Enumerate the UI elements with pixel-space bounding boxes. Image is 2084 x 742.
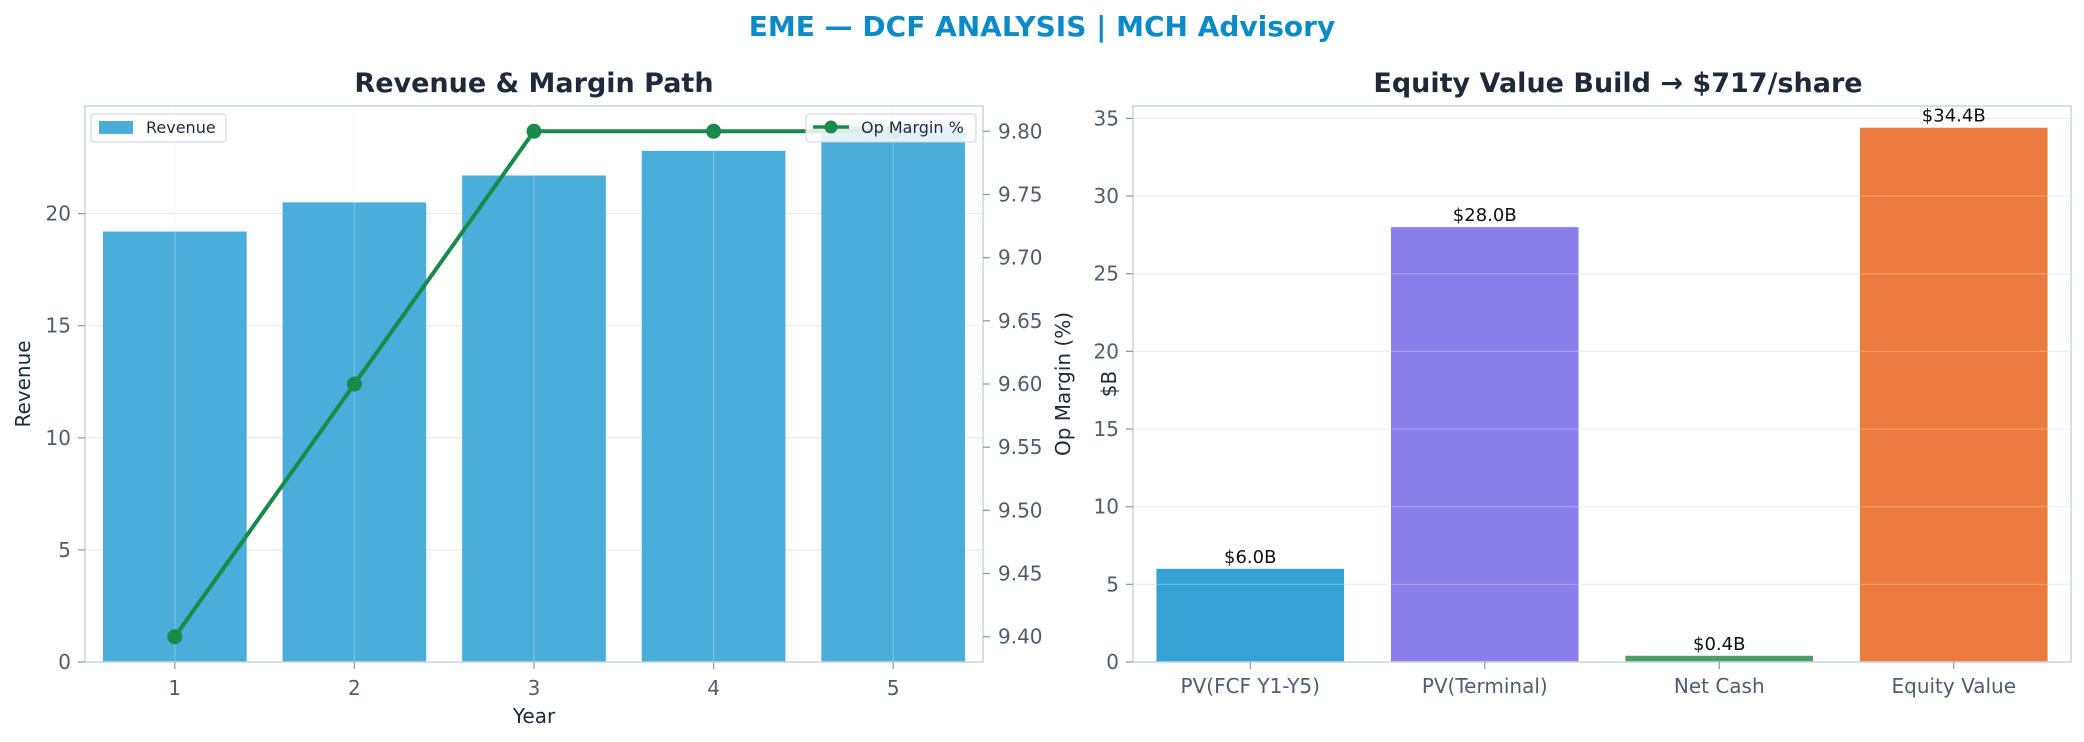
right-y-tick-label: 5 <box>1106 572 1119 596</box>
right-x-tick-label: PV(FCF Y1-Y5) <box>1181 674 1320 698</box>
left-y-tick-label: 10 <box>46 426 71 450</box>
right-y-ticks: 0 5 10 15 20 25 30 35 <box>1094 106 1133 674</box>
chart-left-title: Revenue & Margin Path <box>354 68 713 99</box>
left-y-ticks: 0 5 10 15 20 <box>46 202 85 674</box>
left-x-axis-label: Year <box>512 704 556 728</box>
left-y-axis-label: Revenue <box>11 340 35 427</box>
equity-bar <box>1859 127 2048 662</box>
left-x-tick-label: 1 <box>168 676 181 700</box>
right-y-axis-label: $B <box>1097 371 1121 397</box>
right-plot-frame <box>1132 105 2072 663</box>
left-x-tick-label: 4 <box>707 676 720 700</box>
op-margin-point <box>346 376 362 392</box>
equity-bar-value-label: $34.4B <box>1922 106 1986 127</box>
revenue-bars <box>102 106 966 662</box>
right-x-tick-label: PV(Terminal) <box>1422 674 1548 698</box>
left-y-tick-label: 20 <box>46 202 71 226</box>
revenue-bar <box>282 202 427 662</box>
legend-revenue: Revenue <box>90 113 227 143</box>
left-y-tick-label: 0 <box>58 650 71 674</box>
legend-op-margin-box <box>805 113 977 143</box>
equity-bar <box>1156 568 1345 662</box>
equity-bar-value-label: $6.0B <box>1224 547 1276 568</box>
equity-bar <box>1390 227 1579 663</box>
op-margin-point <box>167 629 183 645</box>
equity-value-chart: Equity Value Build → $717/share $6.0B $28… <box>1094 68 2072 698</box>
legend-op-margin-marker <box>824 120 838 134</box>
equity-data-labels: $6.0B $28.0B $0.4B $34.4B <box>1224 106 1986 655</box>
revenue-bar <box>821 126 966 662</box>
left-x-tick-label: 3 <box>528 676 541 700</box>
equity-bar <box>1625 655 1814 662</box>
left-y2-tick-label: 9.65 <box>998 309 1043 333</box>
right-y-tick-label: 10 <box>1094 495 1119 519</box>
revenue-margin-chart: Revenue & Margin Path 1 2 3 4 5 0 5 10 15 20 9.4… <box>11 68 1075 728</box>
left-x-tick-label: 5 <box>887 676 900 700</box>
left-y2-tick-label: 9.50 <box>998 498 1043 522</box>
legend-revenue-label: Revenue <box>146 118 216 137</box>
revenue-bar <box>641 150 786 662</box>
equity-bars <box>1133 117 2071 663</box>
left-y-tick-label: 15 <box>46 314 71 338</box>
right-y-tick-label: 20 <box>1094 339 1119 363</box>
right-y-tick-label: 0 <box>1106 650 1119 674</box>
revenue-bar <box>462 175 606 662</box>
left-y2-tick-label: 9.40 <box>998 625 1043 649</box>
right-x-tick-label: Net Cash <box>1674 674 1765 698</box>
left-y2-tick-label: 9.80 <box>998 119 1043 143</box>
op-margin-point <box>706 123 722 139</box>
left-y2-ticks: 9.40 9.45 9.50 9.55 9.60 9.65 9.70 9.75 9.80 <box>983 119 1043 649</box>
right-y-tick-label: 35 <box>1094 106 1119 130</box>
chart-right-title: Equity Value Build → $717/share <box>1373 68 1862 99</box>
left-y2-axis-label: Op Margin (%) <box>1051 312 1075 456</box>
left-x-ticks: 1 2 3 4 5 <box>168 662 900 700</box>
left-y2-tick-label: 9.70 <box>998 246 1043 270</box>
right-x-tick-label: Equity Value <box>1891 674 2016 698</box>
right-y-tick-label: 30 <box>1094 184 1119 208</box>
right-x-ticks: PV(FCF Y1-Y5) PV(Terminal) Net Cash Equity … <box>1181 662 2016 698</box>
left-y2-tick-label: 9.75 <box>998 182 1043 206</box>
right-y-tick-label: 15 <box>1094 417 1119 441</box>
equity-bar-value-label: $28.0B <box>1453 205 1517 226</box>
revenue-bar <box>102 231 247 662</box>
figure-suptitle: EME — DCF ANALYSIS | MCH Advisory <box>749 10 1335 43</box>
left-y2-tick-label: 9.60 <box>998 372 1043 396</box>
left-y2-tick-label: 9.45 <box>998 562 1043 586</box>
legend-op-margin: Op Margin % <box>805 113 977 143</box>
right-y-tick-label: 25 <box>1094 262 1119 286</box>
op-margin-point <box>526 123 542 139</box>
left-y-tick-label: 5 <box>58 538 71 562</box>
legend-op-margin-label: Op Margin % <box>861 118 964 137</box>
left-x-tick-label: 2 <box>348 676 361 700</box>
legend-revenue-swatch <box>99 121 133 134</box>
equity-bar-value-label: $0.4B <box>1693 634 1745 655</box>
left-y2-tick-label: 9.55 <box>998 435 1043 459</box>
